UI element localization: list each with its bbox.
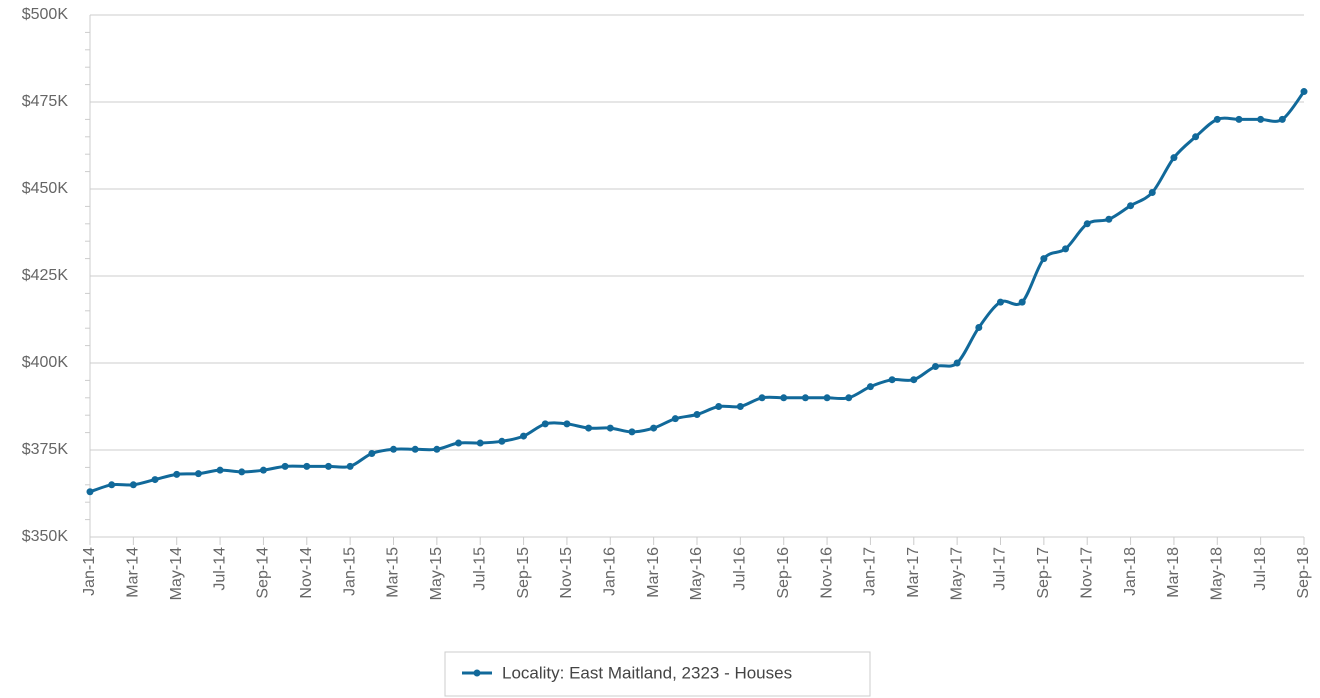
- data-point: [476, 439, 484, 447]
- x-tick-label: May-17: [948, 547, 965, 600]
- x-tick-label: Jul-14: [211, 547, 228, 591]
- data-point: [1040, 255, 1048, 263]
- data-point: [455, 439, 463, 447]
- data-point: [411, 445, 419, 453]
- data-point: [281, 462, 289, 470]
- data-point: [693, 411, 701, 419]
- data-point: [433, 445, 441, 453]
- data-point: [650, 424, 658, 432]
- x-tick-label: Nov-14: [298, 547, 315, 599]
- x-tick-label: Nov-15: [558, 547, 575, 599]
- data-point: [823, 394, 831, 402]
- data-point: [303, 462, 311, 470]
- data-point: [238, 468, 246, 476]
- data-point: [1148, 188, 1156, 196]
- x-tick-label: Jan-18: [1122, 547, 1139, 596]
- data-point: [86, 488, 94, 496]
- data-point: [975, 324, 983, 332]
- data-point: [801, 394, 809, 402]
- data-point: [1213, 115, 1221, 123]
- x-tick-label: May-16: [688, 547, 705, 600]
- x-tick-label: Mar-16: [645, 547, 662, 598]
- y-tick-label: $475K: [22, 93, 69, 110]
- data-point: [845, 394, 853, 402]
- x-tick-label: Sep-14: [255, 547, 272, 599]
- x-tick-label: Jul-16: [732, 547, 749, 591]
- x-tick-label: Jul-15: [471, 547, 488, 591]
- data-point: [368, 449, 376, 457]
- x-tick-label: Nov-17: [1078, 547, 1095, 599]
- x-tick-label: Jul-18: [1252, 547, 1269, 591]
- data-point: [194, 470, 202, 478]
- x-tick-label: Mar-18: [1165, 547, 1182, 598]
- y-tick-label: $375K: [22, 441, 69, 458]
- x-tick-label: May-14: [168, 547, 185, 600]
- y-tick-label: $400K: [22, 354, 69, 371]
- x-tick-label: Mar-17: [905, 547, 922, 598]
- x-tick-label: May-15: [428, 547, 445, 600]
- data-point: [129, 481, 137, 489]
- data-point: [888, 376, 896, 384]
- x-tick-label: Mar-15: [385, 547, 402, 598]
- data-point: [1170, 154, 1178, 162]
- data-point: [606, 424, 614, 432]
- data-point: [390, 445, 397, 453]
- data-point: [520, 432, 528, 440]
- data-point: [736, 403, 744, 410]
- y-tick-label: $450K: [22, 180, 69, 197]
- legend-marker: [473, 669, 481, 677]
- data-point: [108, 481, 116, 489]
- data-point: [628, 428, 636, 436]
- data-point: [780, 394, 788, 402]
- y-tick-label: $500K: [22, 6, 69, 23]
- x-tick-label: Sep-18: [1295, 547, 1312, 599]
- y-tick-label: $425K: [22, 267, 69, 284]
- data-point: [931, 362, 939, 370]
- x-tick-label: Mar-14: [125, 547, 142, 598]
- x-tick-label: Jan-17: [862, 547, 879, 596]
- data-point: [715, 403, 723, 410]
- data-point: [151, 476, 159, 484]
- x-tick-label: Sep-15: [515, 547, 532, 599]
- x-tick-label: Jan-16: [602, 547, 619, 596]
- data-point: [563, 420, 571, 428]
- data-point: [498, 437, 506, 445]
- data-point: [910, 376, 918, 384]
- data-point: [346, 462, 354, 470]
- data-point: [1278, 115, 1286, 123]
- data-point: [216, 466, 224, 474]
- data-point: [259, 466, 267, 474]
- data-point: [671, 415, 679, 423]
- data-point: [758, 394, 766, 402]
- x-tick-label: May-18: [1209, 547, 1226, 600]
- y-tick-label: $350K: [22, 528, 69, 545]
- data-point: [541, 420, 549, 428]
- legend-box: [444, 651, 871, 697]
- legend-label: Locality: East Maitland, 2323 - Houses: [502, 663, 792, 682]
- data-point: [324, 462, 332, 470]
- data-point: [1083, 220, 1091, 228]
- data-point: [997, 298, 1004, 306]
- series-line: [89, 90, 1306, 494]
- x-tick-label: Sep-17: [1035, 547, 1052, 599]
- data-point: [1105, 215, 1113, 223]
- data-point: [585, 424, 593, 432]
- data-point: [1300, 88, 1308, 96]
- x-tick-label: Jul-17: [992, 547, 1009, 591]
- data-point: [1127, 202, 1135, 210]
- x-tick-label: Jan-15: [341, 547, 358, 596]
- x-tick-label: Sep-16: [775, 547, 792, 599]
- data-point: [1257, 115, 1265, 123]
- data-point: [173, 470, 181, 478]
- x-tick-label: Nov-16: [818, 547, 835, 599]
- data-point: [866, 383, 874, 391]
- data-point: [1192, 133, 1200, 141]
- data-point: [1018, 298, 1026, 306]
- data-point: [1062, 245, 1070, 253]
- x-tick-label: Jan-14: [81, 547, 98, 596]
- data-point: [953, 359, 961, 367]
- data-point: [1235, 115, 1243, 123]
